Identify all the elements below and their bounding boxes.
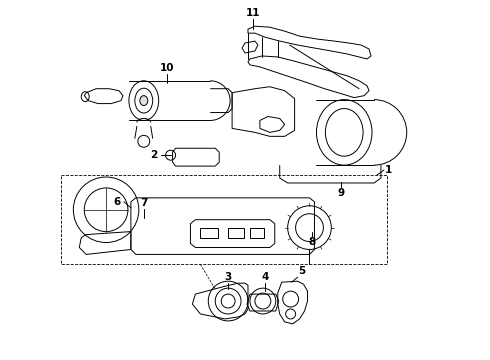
Text: 2: 2 [150, 150, 157, 160]
Text: 1: 1 [385, 165, 392, 175]
Text: 7: 7 [140, 198, 147, 208]
Text: 6: 6 [113, 197, 121, 207]
Text: 9: 9 [338, 188, 345, 198]
Text: 11: 11 [245, 8, 260, 18]
Ellipse shape [140, 96, 148, 105]
Text: 10: 10 [159, 63, 174, 73]
Text: 5: 5 [298, 266, 305, 276]
Text: 4: 4 [261, 272, 269, 282]
Text: 8: 8 [309, 237, 316, 247]
Text: 3: 3 [224, 272, 232, 282]
